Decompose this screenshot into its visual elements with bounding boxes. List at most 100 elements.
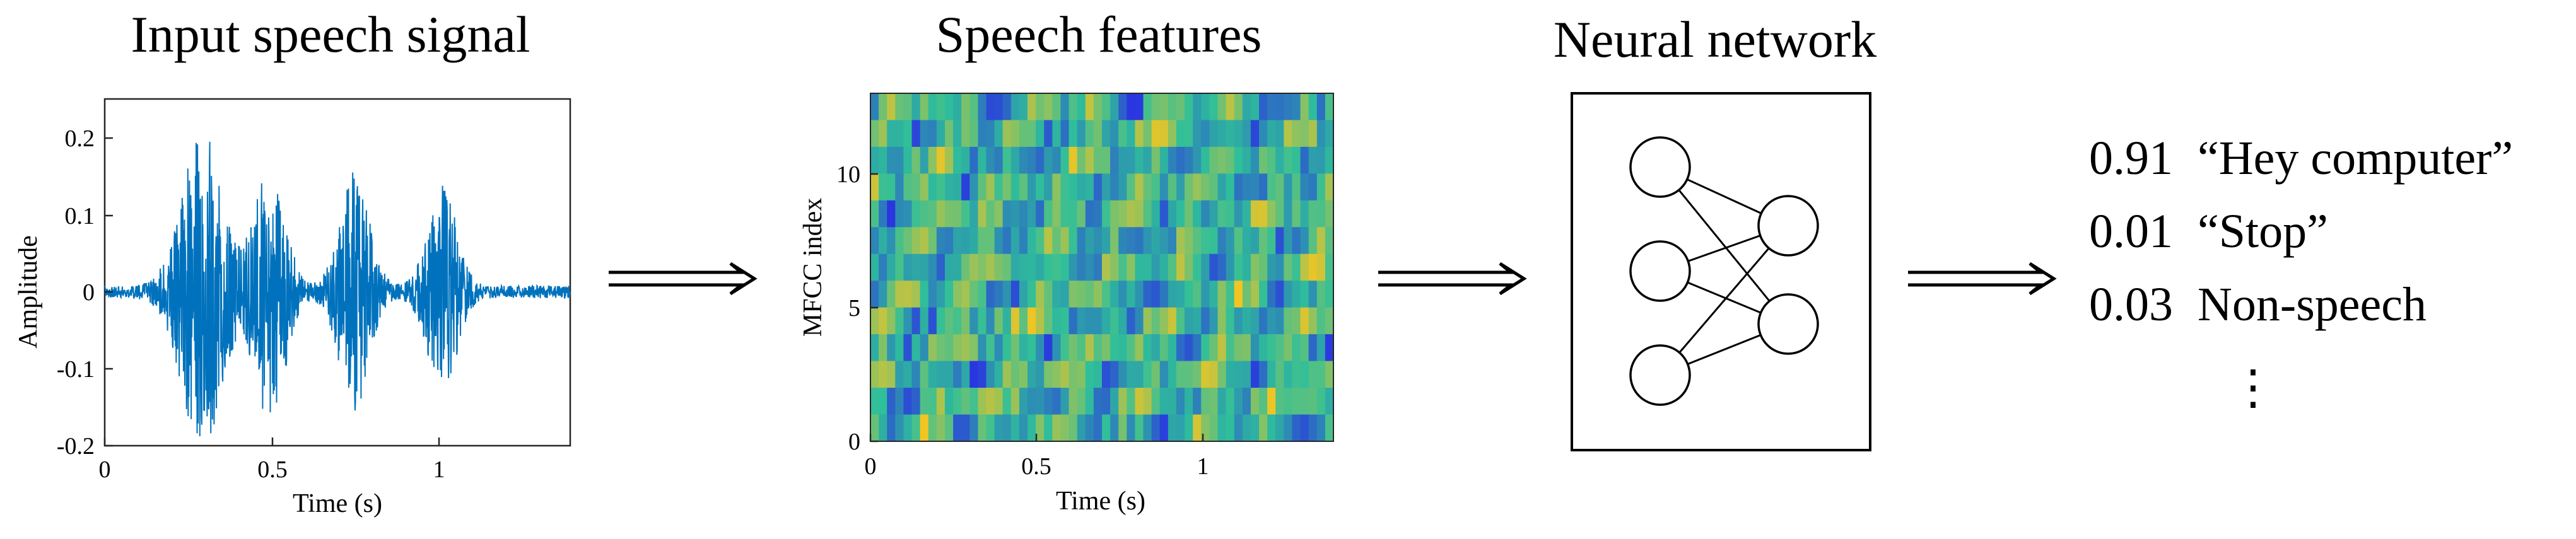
waveform-title: Input speech signal (131, 6, 530, 63)
heatmap-cell (1250, 93, 1260, 121)
heatmap-cell (895, 146, 905, 174)
heatmap-cell (887, 200, 896, 228)
heatmap-cell (1292, 253, 1301, 281)
heatmap-cell (1093, 414, 1103, 442)
heatmap-cell (1300, 146, 1309, 174)
heatmap-cell (1234, 334, 1243, 362)
heatmap-cell (1044, 93, 1053, 121)
heatmap-cell (903, 173, 913, 201)
heatmap-cell (1234, 227, 1243, 255)
heatmap-cell (1168, 414, 1177, 442)
heatmap-cell (870, 281, 879, 308)
heatmap-cell (961, 173, 970, 201)
heatmap-cell (1027, 227, 1036, 255)
heatmap-cell (1002, 361, 1012, 388)
heatmap-cell (1102, 307, 1111, 335)
heatmap-cell (1259, 361, 1268, 388)
heatmap-cell (1176, 146, 1185, 174)
heatmap-cell (1044, 120, 1053, 148)
heatmap-cell (994, 334, 1004, 362)
heatmap-cell (1308, 200, 1318, 228)
network-frame (1571, 92, 1871, 451)
heatmap-cell (1185, 361, 1193, 388)
heatmap-cell (911, 281, 921, 308)
heatmap-cell (1002, 414, 1012, 442)
heatmap-cell (911, 120, 921, 148)
heatmap-cell (1027, 93, 1036, 121)
heatmap-cell (920, 334, 929, 362)
heatmap-cell (1068, 120, 1078, 148)
heatmap-cell (978, 281, 987, 308)
heatmap-cell (1135, 173, 1144, 201)
heatmap-cell (1325, 200, 1334, 228)
heatmap-cell (936, 93, 946, 121)
heatmap-cell (895, 414, 905, 442)
heatmap-cell (1259, 173, 1268, 201)
heatmap-cell (1002, 281, 1012, 308)
heatmap-cell (887, 253, 896, 281)
heatmap-cell (1325, 120, 1334, 148)
heatmap-cell (994, 173, 1004, 201)
heatmap-cell (1300, 334, 1309, 362)
heatmap-cell (928, 146, 937, 174)
heatmap-cell (1201, 281, 1210, 308)
heatmap-cell (1292, 281, 1301, 308)
waveform-trace (104, 141, 571, 437)
heatmap-cell (961, 414, 970, 442)
heatmap-cell (870, 334, 879, 362)
heatmap-cell (1300, 200, 1309, 228)
heatmap-cell (1068, 281, 1078, 308)
heatmap-cell (903, 253, 913, 281)
heatmap-cell (1110, 227, 1119, 255)
heatmap-cell (1102, 281, 1111, 308)
heatmap-cell (1217, 334, 1227, 362)
heatmap-cell (911, 414, 921, 442)
output-label: Non-speech (2198, 278, 2427, 331)
heatmap-cell (920, 281, 929, 308)
heatmap-cell (1127, 146, 1136, 174)
heatmap-cell (1077, 173, 1086, 201)
heatmap-cell (1093, 146, 1103, 174)
heatmap-cell (1093, 334, 1103, 362)
heatmap-cell (903, 414, 913, 442)
heatmap-cell (1159, 388, 1169, 415)
waveform-xtick: 0.5 (257, 456, 288, 483)
heatmap-cell (1308, 146, 1318, 174)
heatmap-cell (1044, 414, 1053, 442)
heatmap-cell (944, 307, 954, 335)
heatmap-cell (1027, 200, 1036, 228)
neural-network-box (1571, 92, 1871, 451)
heatmap-cell (1019, 200, 1028, 228)
heatmap-cell (895, 334, 905, 362)
heatmap-cell (953, 307, 962, 335)
heatmap-cell (1159, 93, 1169, 121)
output-scores: 0.91 “Hey computer” 0.01 “Stop” 0.03 Non… (2089, 132, 2513, 414)
heatmap-cell (953, 414, 962, 442)
heatmap-cell (1085, 173, 1094, 201)
heatmap-cell (961, 227, 970, 255)
heatmap-cell (1267, 281, 1276, 308)
features-ylabel: MFCC index (799, 198, 828, 337)
heatmap-cell (1044, 200, 1053, 228)
heatmap-cell (1217, 200, 1227, 228)
arrow-icon (1378, 262, 1527, 296)
heatmap-cell (1102, 173, 1111, 201)
heatmap-cell (1036, 253, 1045, 281)
heatmap-cell (1127, 227, 1136, 255)
heatmap-cell (986, 414, 995, 442)
heatmap-cell (1217, 93, 1227, 121)
heatmap-cell (994, 227, 1004, 255)
heatmap-cell (1292, 307, 1301, 335)
heatmap-cell (1308, 414, 1318, 442)
heatmap-cell (1242, 120, 1251, 148)
heatmap-cell (1002, 173, 1012, 201)
heatmap-cell (1259, 227, 1268, 255)
heatmap-cell (1102, 361, 1111, 388)
heatmap-cell (1159, 334, 1169, 362)
heatmap-cell (1267, 414, 1276, 442)
heatmap-cell (1242, 200, 1251, 228)
heatmap-cell (1234, 200, 1243, 228)
heatmap-cell (1267, 307, 1276, 335)
heatmap-cell (1110, 146, 1119, 174)
heatmap-cell (1118, 307, 1127, 335)
